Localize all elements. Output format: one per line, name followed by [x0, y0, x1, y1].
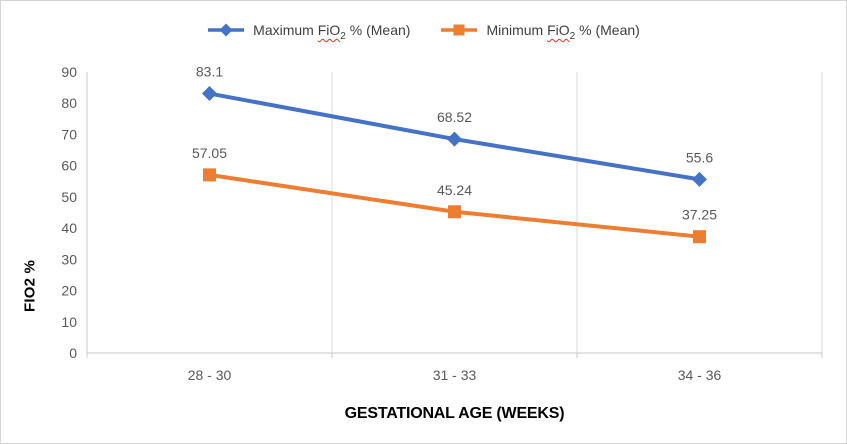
legend-item-maximum-fio2: Maximum FiO2 % (Mean) [207, 22, 411, 42]
x-axis-title: GESTATIONAL AGE (WEEKS) [344, 405, 565, 422]
x-category-label: 28 - 30 [188, 367, 232, 383]
data-point-marker-diamond [202, 86, 217, 102]
y-tick-label: 60 [61, 158, 77, 174]
y-tick-label: 30 [61, 251, 77, 267]
legend-label-maximum: Maximum FiO2 % (Mean) [253, 22, 411, 42]
x-category-label: 34 - 36 [678, 367, 722, 383]
data-point-marker-diamond [447, 131, 462, 147]
data-point-marker-square [448, 205, 461, 219]
data-point-marker-square [693, 230, 706, 244]
data-point-label: 83.1 [196, 64, 223, 80]
y-tick-label: 20 [61, 283, 77, 299]
legend-label-minimum: Minimum FiO2 % (Mean) [486, 22, 640, 42]
data-point-marker-square [203, 168, 216, 182]
misspelled-word: FiO2 [547, 22, 576, 42]
x-category-label: 31 - 33 [433, 367, 477, 383]
data-point-marker-diamond [692, 171, 707, 187]
y-tick-label: 70 [61, 126, 77, 142]
misspelled-word: FiO2 [317, 22, 346, 42]
data-point-label: 37.25 [682, 207, 717, 223]
data-point-label: 68.52 [437, 109, 472, 125]
y-axis-title: FIO2 % [21, 259, 39, 313]
data-point-label: 55.6 [686, 149, 713, 165]
y-tick-label: 10 [61, 314, 77, 330]
data-point-label: 57.05 [192, 145, 227, 161]
legend-marker-diamond-icon [208, 23, 245, 37]
legend-marker-square-icon [441, 24, 478, 36]
y-tick-label: 80 [61, 95, 77, 111]
y-tick-label: 90 [61, 64, 77, 80]
y-tick-label: 0 [69, 345, 77, 361]
y-tick-label: 40 [61, 220, 77, 236]
chart-legend: Maximum FiO2 % (Mean) Minimum FiO2 % (Me… [1, 22, 846, 42]
legend-item-minimum-fio2: Minimum FiO2 % (Mean) [440, 22, 640, 42]
y-tick-label: 50 [61, 189, 77, 205]
data-point-label: 45.24 [437, 182, 472, 198]
